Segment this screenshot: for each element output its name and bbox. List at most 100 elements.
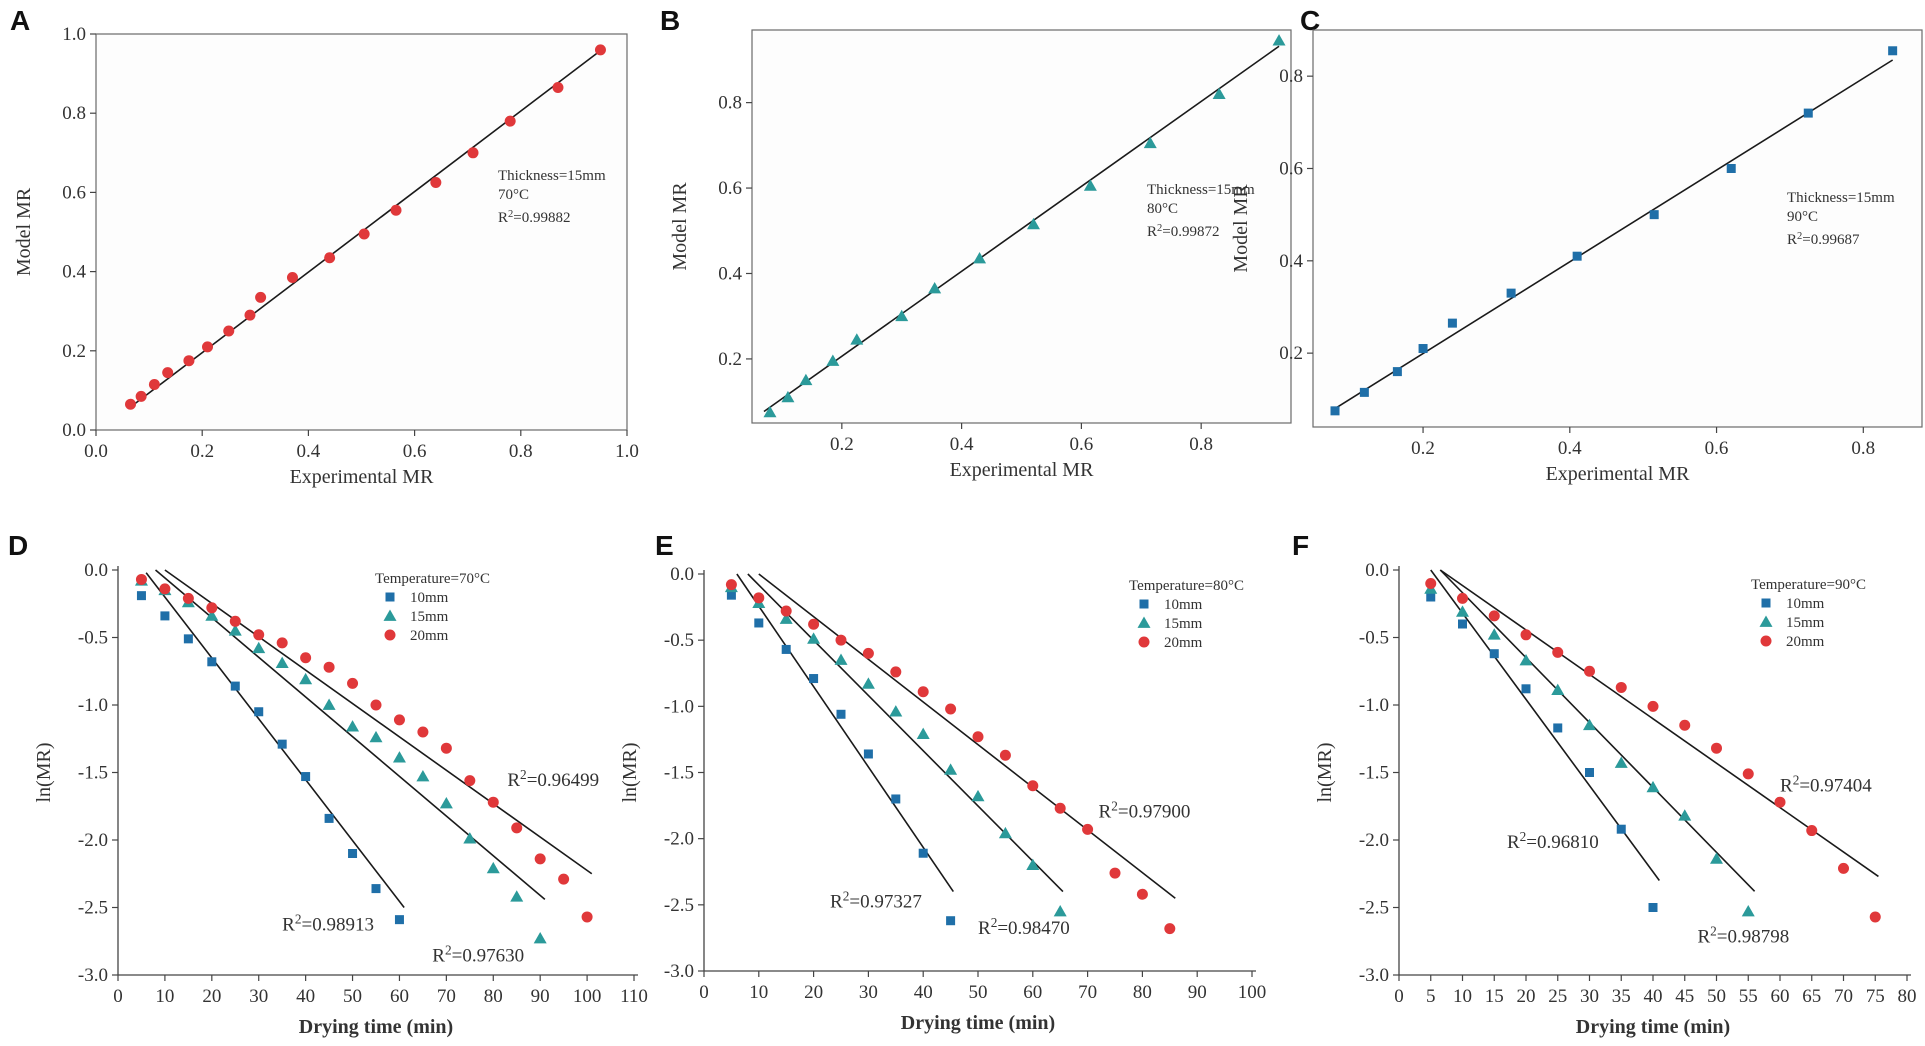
x-axis-title: Drying time (min) [901, 1012, 1055, 1034]
data-point [148, 378, 160, 390]
data-point [918, 848, 928, 858]
data-point [135, 573, 147, 585]
data-point [861, 677, 875, 689]
data-point [1212, 87, 1226, 99]
y-tick-label: 0.0 [670, 564, 694, 585]
data-point [1614, 756, 1628, 768]
y-axis-title: ln(MR) [1314, 743, 1336, 803]
panel-letter-c: C [1300, 5, 1320, 36]
data-point [486, 861, 500, 874]
y-tick-label: -0.5 [664, 630, 694, 651]
data-point [781, 644, 791, 654]
data-point [1679, 719, 1691, 731]
data-point [1888, 46, 1898, 56]
data-point [862, 647, 874, 659]
y-tick-label: 0.0 [84, 560, 108, 581]
y-tick-label: 0.4 [1279, 251, 1303, 272]
data-point [254, 707, 264, 717]
x-tick-label: 0.8 [1851, 438, 1875, 459]
data-point [834, 653, 848, 665]
annotation-temperature: 90°C [1787, 209, 1818, 225]
data-point [850, 333, 864, 345]
data-point [779, 612, 793, 624]
legend-marker [1137, 616, 1151, 628]
x-tick-label: 20 [1517, 986, 1536, 1007]
data-point [1552, 646, 1564, 658]
y-tick-label: -3.0 [1359, 965, 1389, 986]
x-tick-label: 110 [620, 986, 648, 1007]
y-tick-label: -0.5 [1359, 628, 1389, 649]
y-tick-label: 0.2 [1279, 343, 1303, 364]
r2-label-3: R2=0.96499 [507, 767, 599, 792]
data-point [244, 309, 256, 321]
panel-letter-e: E [655, 530, 674, 561]
legend-label: 20mm [1164, 635, 1203, 651]
data-point [511, 822, 523, 834]
series-10mm [136, 591, 404, 925]
data-point [393, 714, 405, 726]
data-point [416, 770, 430, 782]
y-tick-label: 0.6 [62, 182, 86, 203]
data-point [202, 341, 214, 353]
y-tick-label: -3.0 [78, 965, 108, 986]
x-tick-label: 80 [1133, 982, 1152, 1003]
data-point [430, 177, 442, 188]
data-point [1838, 862, 1849, 874]
x-tick-label: 100 [1238, 982, 1267, 1003]
data-point [1054, 802, 1066, 814]
data-point [928, 281, 942, 294]
y-tick-label: -1.0 [1359, 695, 1389, 716]
data-point [324, 252, 336, 264]
x-axis-title: Drying time (min) [299, 1016, 453, 1038]
data-point [162, 367, 174, 379]
plot-frame [751, 29, 1292, 424]
x-tick-label: 60 [390, 986, 409, 1007]
data-point [763, 405, 777, 418]
x-tick-label: 0.8 [1189, 434, 1213, 455]
r2-label-3: R2=0.97404 [1780, 772, 1872, 797]
x-axis-title: Drying time (min) [1576, 1016, 1730, 1038]
fit-line-1 [763, 45, 1280, 413]
data-point [753, 592, 765, 604]
series-mr [763, 34, 1286, 418]
y-tick-label: -2.0 [78, 830, 108, 851]
x-tick-label: 0.6 [1705, 438, 1729, 459]
annotation-temperature: 70°C [498, 187, 529, 203]
y-tick-label: -3.0 [664, 961, 694, 982]
y-tick-label: 0.4 [62, 262, 86, 283]
data-point [252, 641, 266, 654]
fit-line-2 [155, 569, 546, 901]
data-point [1774, 796, 1786, 808]
data-point [1583, 718, 1596, 731]
y-tick-label: -1.0 [78, 695, 108, 716]
x-tick-label: 10 [749, 982, 768, 1003]
data-point [394, 915, 404, 925]
data-point [346, 720, 360, 732]
data-point [1741, 905, 1755, 917]
x-tick-label: 60 [1771, 986, 1790, 1007]
data-point [1572, 251, 1582, 261]
y-tick-label: 0.8 [1279, 66, 1303, 87]
data-point [1456, 605, 1469, 617]
legend-label: 20mm [410, 628, 449, 644]
y-tick-label: 0.6 [718, 178, 742, 199]
fit-line-1 [145, 572, 405, 908]
y-tick-label: -1.5 [1359, 763, 1389, 784]
x-tick-label: 0.0 [84, 441, 108, 462]
annotation-thickness: Thickness=15mm [498, 168, 606, 184]
data-point [945, 703, 957, 715]
r2-label-1: R2=0.98913 [282, 911, 374, 936]
data-point [160, 611, 170, 621]
chart-panel-b: B 0.2 0.4 0.6 0.8 0.2 0.4 0.6 0.8 Experimental MR… [660, 5, 1292, 481]
data-point [917, 686, 929, 698]
x-axis-title: Experimental MR [1546, 463, 1691, 485]
data-point [1678, 809, 1692, 821]
legend: Temperature=70°C 10mm 15mm 20mm [375, 571, 490, 644]
data-point [369, 730, 383, 743]
series-mr [125, 44, 606, 410]
r2-label-3: R2=0.97900 [1099, 798, 1191, 823]
legend: Temperature=80°C 10mm 15mm 20mm [1129, 578, 1244, 651]
data-point [1359, 387, 1369, 397]
panel-letter-f: F [1292, 530, 1309, 561]
